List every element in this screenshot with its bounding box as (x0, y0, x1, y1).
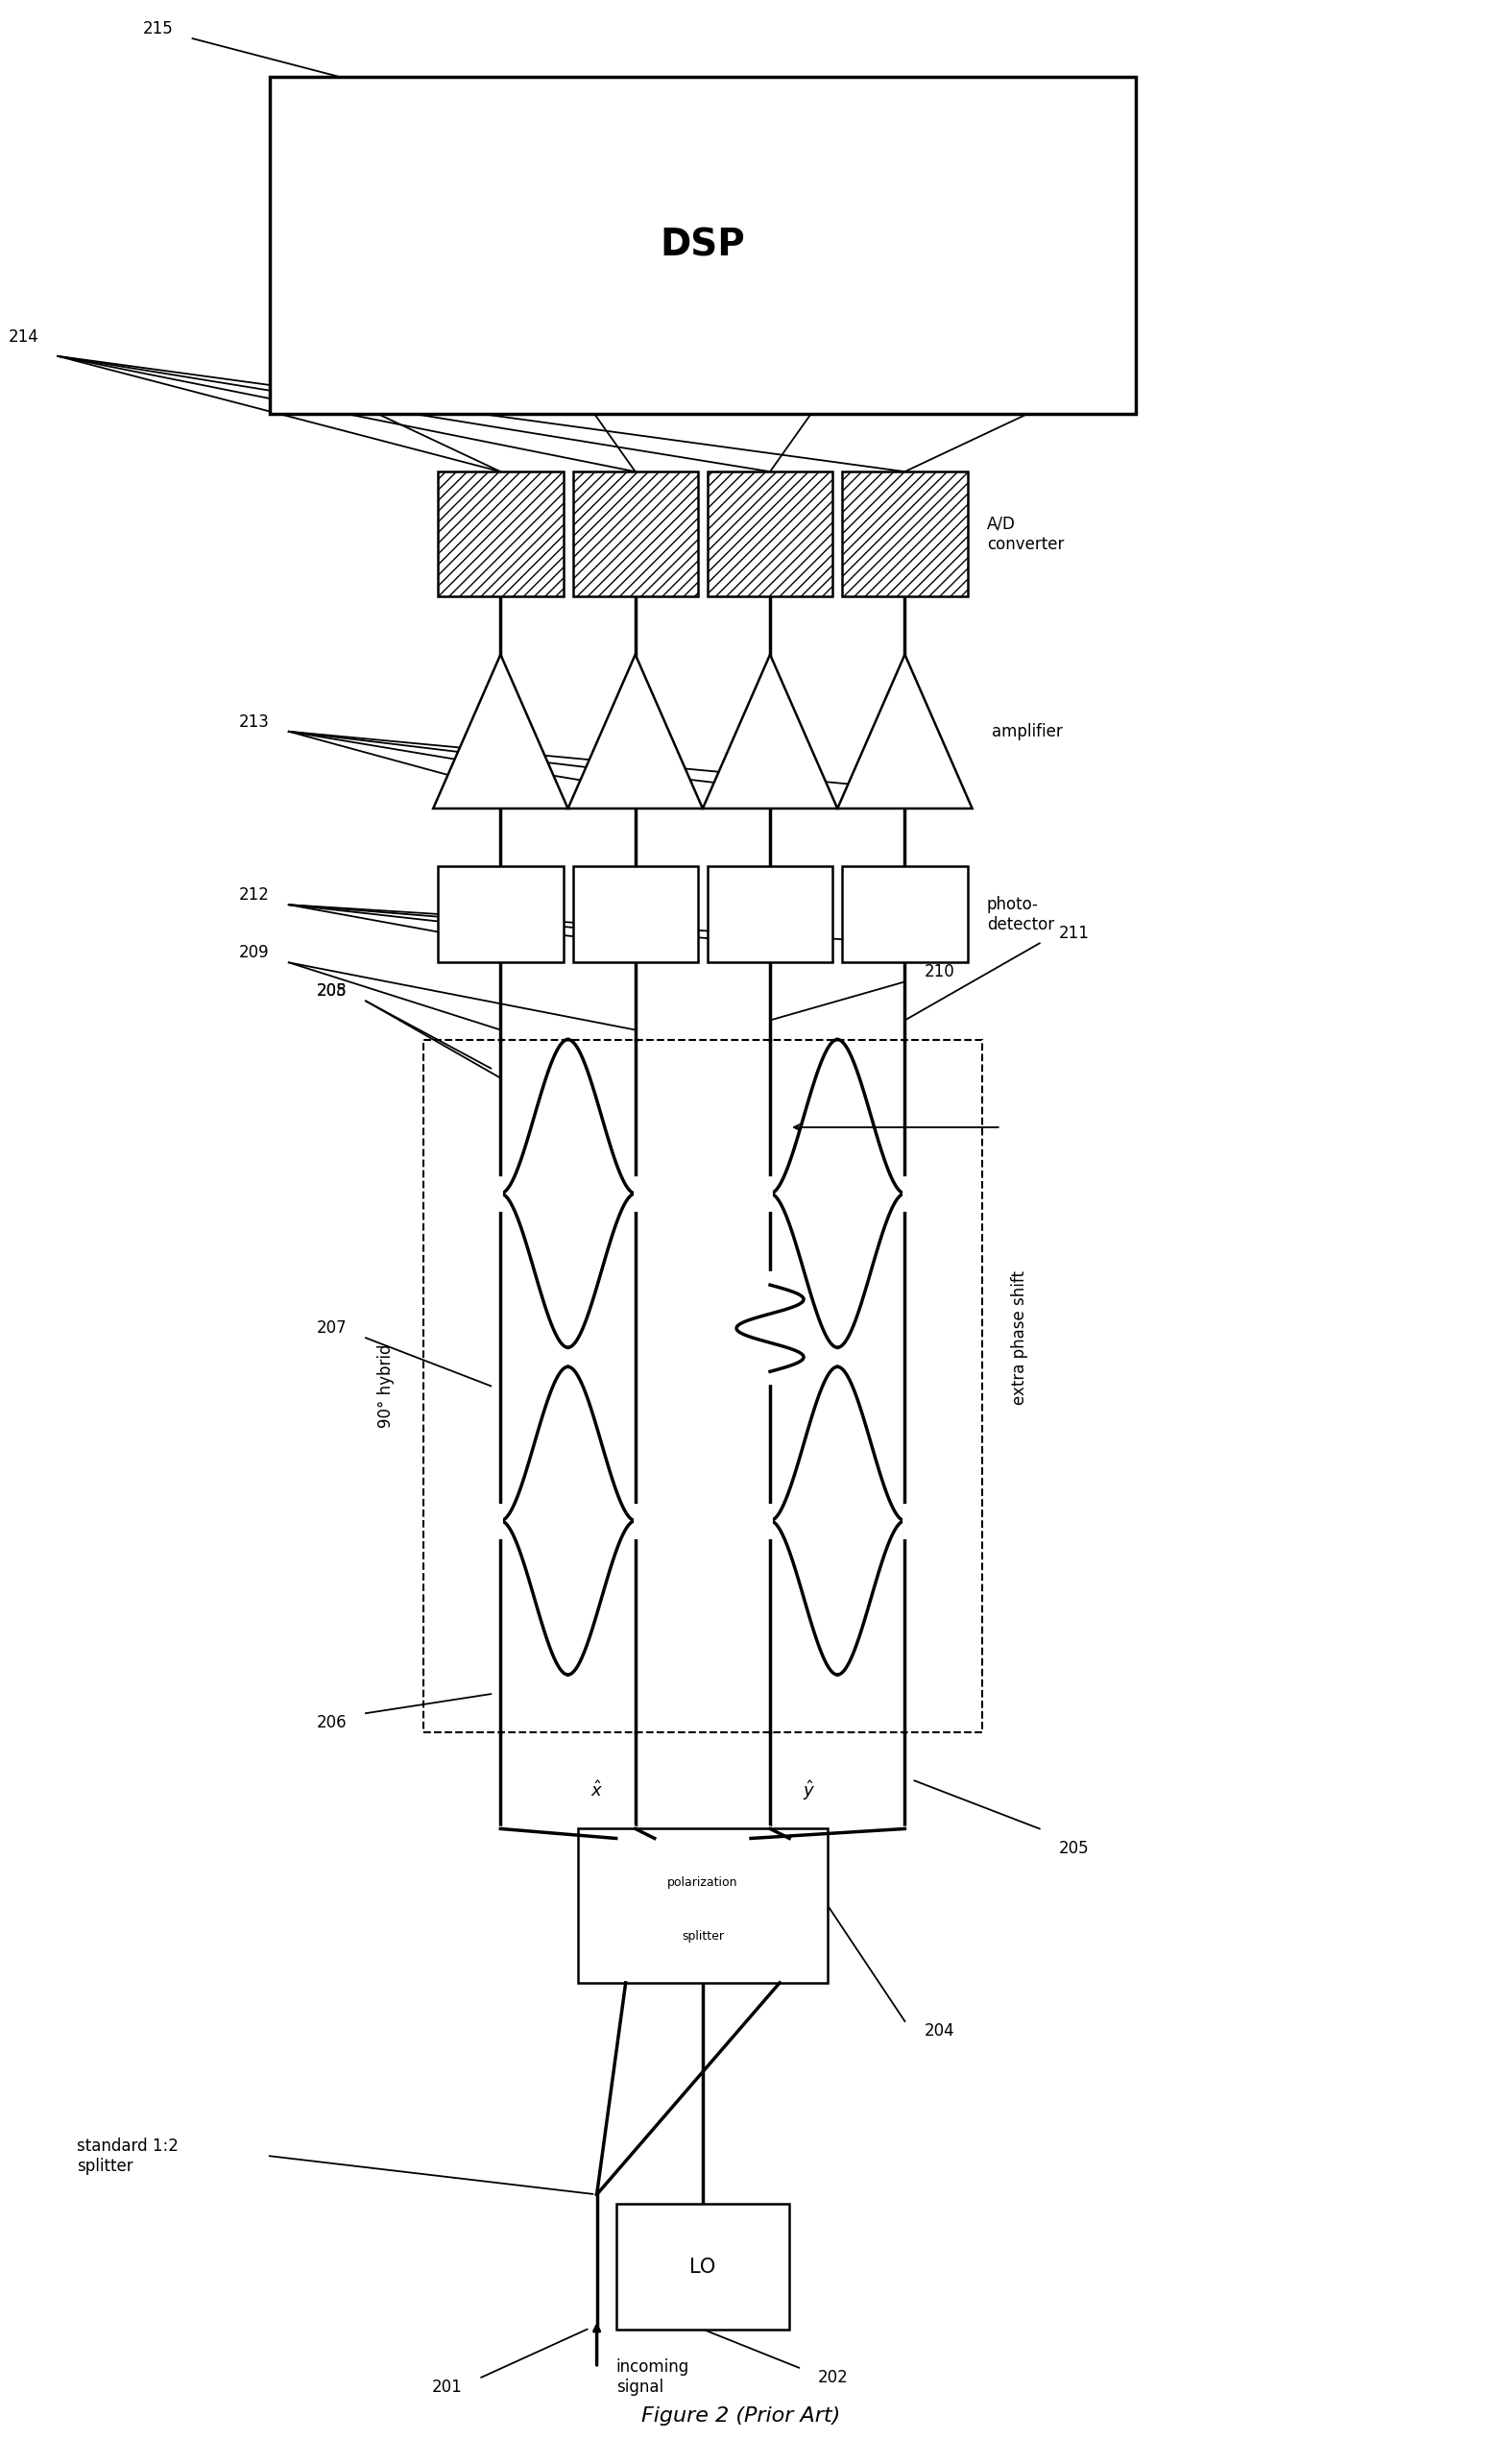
Bar (577, 1828, 828, 1984)
Text: 212: 212 (239, 887, 270, 904)
Text: 207: 207 (316, 1321, 346, 1338)
Text: 214: 214 (7, 328, 39, 345)
Text: DSP: DSP (659, 227, 746, 264)
Bar (573, 471, 698, 596)
Bar (424, 1040, 982, 1732)
Text: Figure 2 (Prior Art): Figure 2 (Prior Art) (642, 2407, 840, 2425)
Polygon shape (837, 655, 973, 808)
Bar (843, 471, 967, 596)
Polygon shape (568, 655, 703, 808)
Text: 213: 213 (239, 712, 270, 729)
Text: 205: 205 (1059, 1838, 1089, 1858)
Text: incoming
signal: incoming signal (616, 2358, 689, 2395)
Text: extra phase shift: extra phase shift (1010, 1271, 1028, 1404)
Bar (707, 867, 833, 963)
Text: 209: 209 (239, 944, 270, 961)
Bar (616, 2205, 789, 2328)
Text: polarization: polarization (667, 1878, 739, 1890)
Text: LO: LO (689, 2257, 716, 2277)
Text: splitter: splitter (682, 1929, 724, 1942)
Text: 201: 201 (431, 2378, 463, 2395)
Bar (573, 867, 698, 963)
Bar (843, 867, 967, 963)
Text: 208: 208 (316, 983, 346, 1000)
Text: 215: 215 (143, 20, 173, 37)
Text: 205: 205 (316, 983, 346, 1000)
Polygon shape (703, 655, 837, 808)
Text: 206: 206 (316, 1715, 346, 1732)
Polygon shape (433, 655, 568, 808)
Text: 210: 210 (924, 963, 955, 981)
Text: 204: 204 (924, 2023, 955, 2040)
Bar (270, 76, 1135, 414)
Bar (707, 471, 833, 596)
Bar (439, 471, 562, 596)
Text: 90° hybrid: 90° hybrid (377, 1343, 395, 1429)
Text: photo-
detector: photo- detector (986, 897, 1053, 934)
Text: A/D
converter: A/D converter (986, 515, 1064, 552)
Text: 202: 202 (818, 2368, 849, 2385)
Text: amplifier: amplifier (992, 722, 1062, 739)
Text: $\hat{x}$: $\hat{x}$ (591, 1781, 603, 1801)
Text: 211: 211 (1059, 924, 1089, 941)
Bar (439, 867, 562, 963)
Text: standard 1:2
splitter: standard 1:2 splitter (78, 2136, 179, 2176)
Text: $\hat{y}$: $\hat{y}$ (803, 1779, 815, 1801)
